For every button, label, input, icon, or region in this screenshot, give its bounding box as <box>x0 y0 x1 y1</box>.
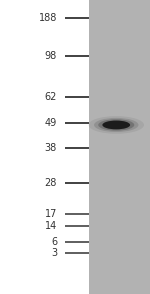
Text: 188: 188 <box>39 13 57 23</box>
Text: 49: 49 <box>45 118 57 128</box>
Text: 6: 6 <box>51 237 57 247</box>
Bar <box>89 0 150 294</box>
Text: 28: 28 <box>45 178 57 188</box>
Text: 17: 17 <box>45 209 57 219</box>
Text: 98: 98 <box>45 51 57 61</box>
Ellipse shape <box>102 121 130 129</box>
Text: 14: 14 <box>45 221 57 231</box>
Text: 3: 3 <box>51 248 57 258</box>
Text: 62: 62 <box>45 92 57 102</box>
Text: 38: 38 <box>45 143 57 153</box>
Ellipse shape <box>88 116 144 134</box>
Ellipse shape <box>94 118 138 132</box>
Ellipse shape <box>98 119 134 131</box>
